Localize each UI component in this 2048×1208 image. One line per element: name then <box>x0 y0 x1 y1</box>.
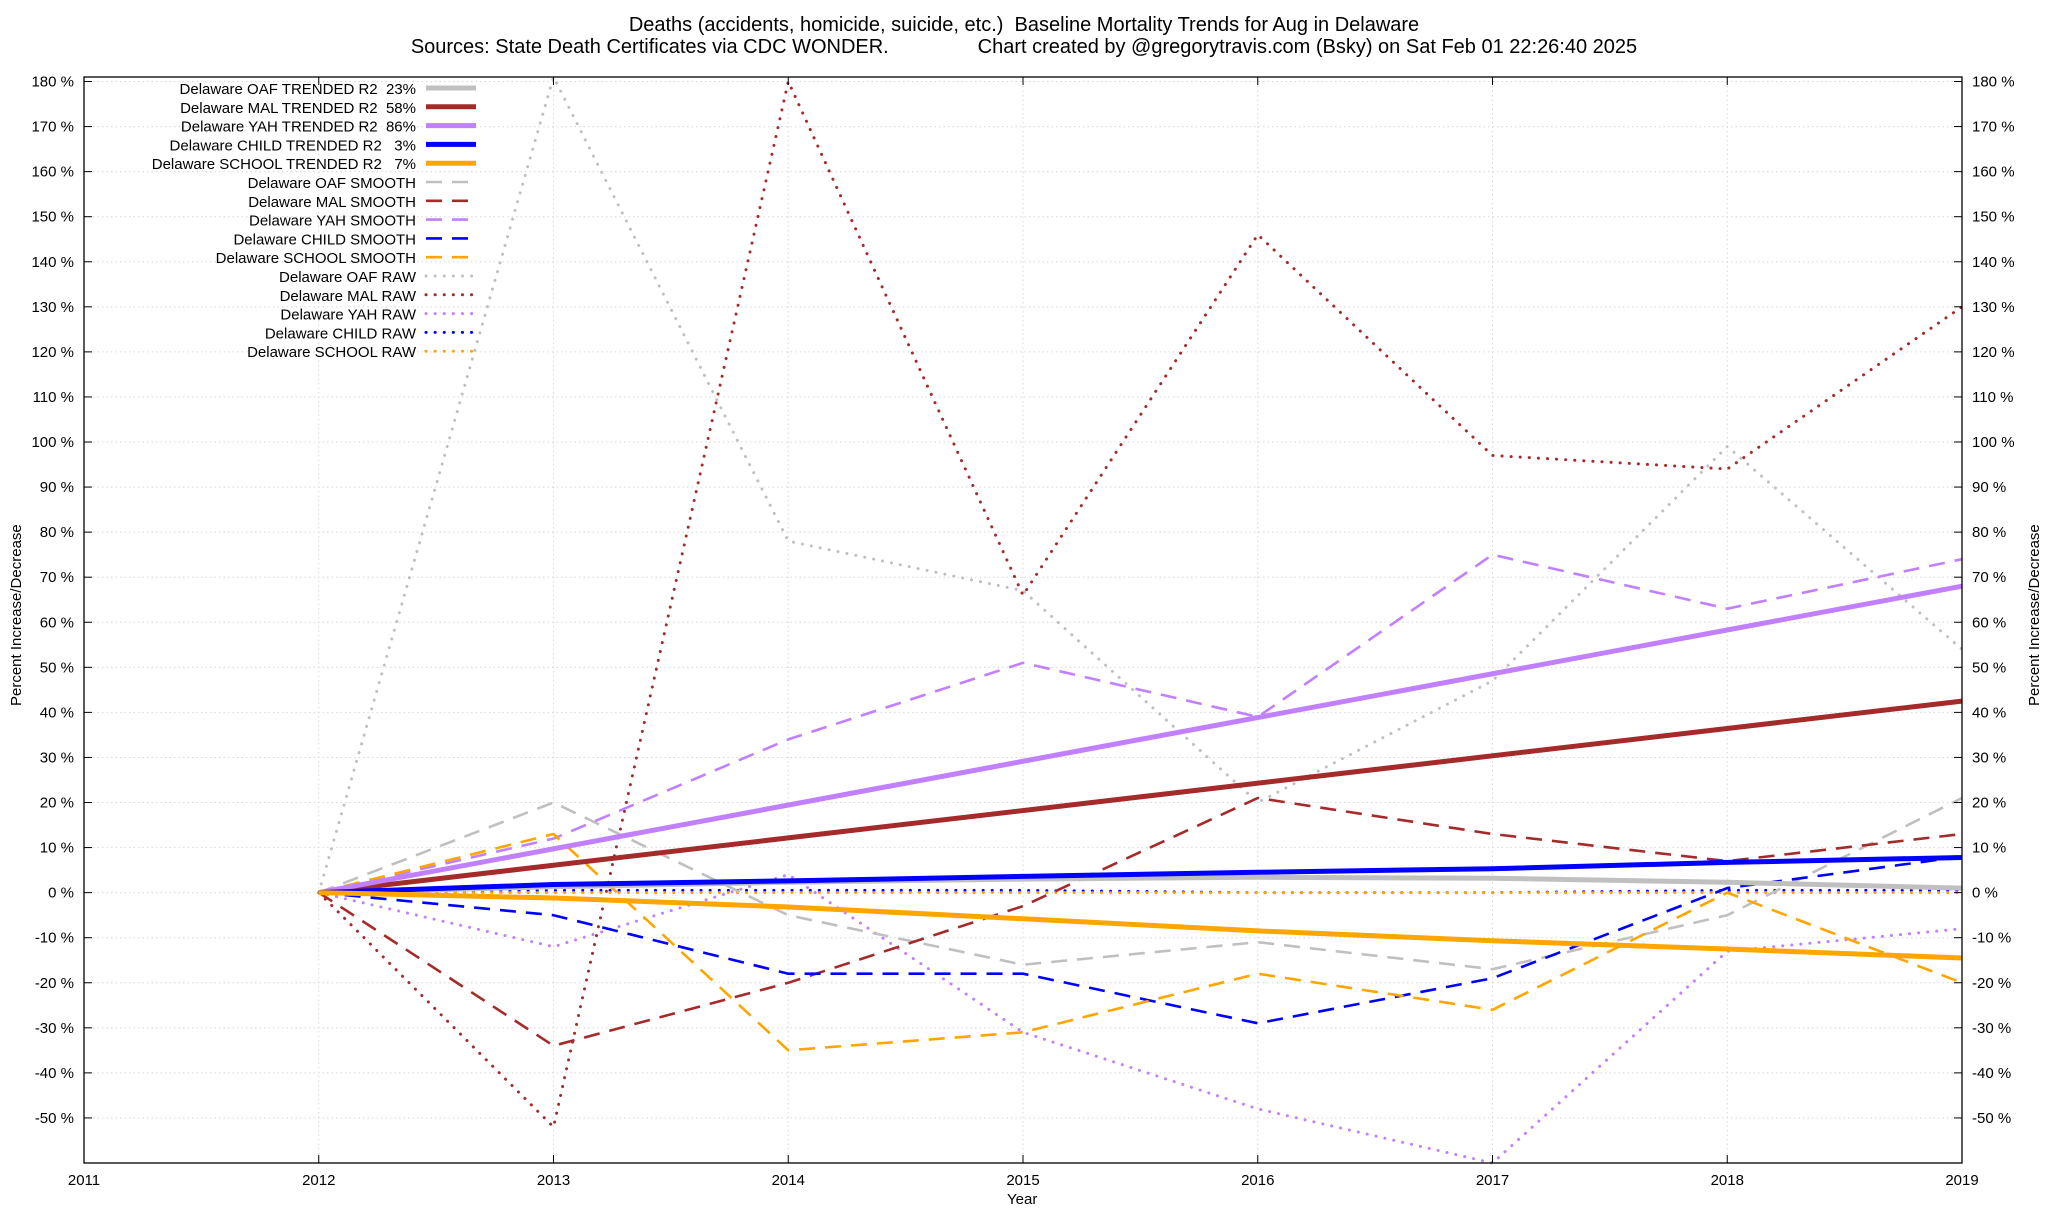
series-line-mal-raw <box>317 80 1964 1129</box>
x-tick-label: 2012 <box>302 1172 335 1189</box>
series-line-school-trended-r2-7 <box>318 890 1963 961</box>
y2-tick-label: 110 % <box>1972 389 2013 406</box>
series-line-yah-smooth <box>318 553 1963 894</box>
y2-tick-label: 130 % <box>1972 299 2015 316</box>
y2-tick-label: -20 % <box>1972 975 2011 992</box>
series-layer <box>317 75 1964 1165</box>
legend: Delaware OAF TRENDED R2 23% Delaware MAL … <box>152 81 478 361</box>
y-tick-label: 180 % <box>31 74 74 91</box>
series-line-school-smooth <box>318 832 1963 1052</box>
y-tick-label: 10 % <box>40 840 74 857</box>
series-line-child-trended-r2-3 <box>318 855 1963 896</box>
y-tick-label: 80 % <box>40 524 74 541</box>
y2-tick-label: 140 % <box>1972 254 2015 271</box>
y-tick-label: 50 % <box>40 659 74 676</box>
y2-tick-label: -10 % <box>1972 930 2011 947</box>
legend-label: Delaware MAL RAW <box>280 288 417 305</box>
series-line-child-smooth <box>318 855 1963 1025</box>
y-tick-label: 130 % <box>31 299 74 316</box>
series-line-oaf-raw <box>317 75 1964 895</box>
y2-tick-label: -30 % <box>1972 1020 2011 1037</box>
chart-title: Deaths (accidents, homicide, suicide, et… <box>628 14 1420 36</box>
y2-tick-label: 180 % <box>1972 74 2015 91</box>
y2-tick-label: 150 % <box>1972 209 2015 226</box>
y-tick-label: 170 % <box>31 119 74 136</box>
series-line-yah-raw <box>317 873 1964 1165</box>
y-tick-label: 150 % <box>31 209 74 226</box>
y2-tick-label: 0 % <box>1972 885 1998 902</box>
y-tick-label: -30 % <box>35 1020 74 1037</box>
x-tick-label: 2019 <box>1945 1172 1978 1189</box>
x-tick-label: 2017 <box>1476 1172 1509 1189</box>
y-tick-label: 70 % <box>40 569 74 586</box>
y2-tick-label: 90 % <box>1972 479 2006 496</box>
y2-tick-label: 60 % <box>1972 614 2006 631</box>
y2-tick-label: 40 % <box>1972 704 2006 721</box>
x-tick-label: 2011 <box>68 1172 100 1189</box>
y-tick-label: 140 % <box>31 254 74 271</box>
legend-label: Delaware CHILD TRENDED R2 3% <box>170 137 416 154</box>
y2-tick-label: 30 % <box>1972 749 2006 766</box>
y2-axis-title: Percent Increase/Decrease <box>2026 524 2043 706</box>
y-tick-label: 40 % <box>40 704 74 721</box>
series-line-mal-trended-r2-58 <box>318 698 1963 896</box>
series-line-yah-trended-r2-86 <box>318 583 1963 896</box>
x-tick-label: 2013 <box>537 1172 570 1189</box>
y-tick-label: 20 % <box>40 795 74 812</box>
y2-tick-label: 70 % <box>1972 569 2006 586</box>
y-tick-label: 60 % <box>40 614 74 631</box>
y2-tick-label: 20 % <box>1972 795 2006 812</box>
chart-subtitle: Sources: State Death Certificates via CD… <box>410 36 1638 58</box>
legend-label: Delaware SCHOOL SMOOTH <box>216 250 416 267</box>
y-axis-title: Percent Increase/Decrease <box>8 524 25 706</box>
y2-tick-label: 80 % <box>1972 524 2006 541</box>
y2-tick-label: 160 % <box>1972 164 2015 181</box>
y-tick-label: -20 % <box>35 975 74 992</box>
y-tick-label: 120 % <box>31 344 74 361</box>
y2-tick-label: 10 % <box>1972 840 2006 857</box>
y2-tick-label: 50 % <box>1972 659 2006 676</box>
legend-label: Delaware CHILD RAW <box>265 325 417 342</box>
y2-tick-label: -50 % <box>1972 1110 2011 1127</box>
x-tick-label: 2016 <box>1241 1172 1274 1189</box>
x-tick-label: 2018 <box>1711 1172 1744 1189</box>
y2-tick-label: -40 % <box>1972 1065 2011 1082</box>
legend-label: Delaware OAF RAW <box>279 269 417 286</box>
y-tick-label: 30 % <box>40 749 74 766</box>
y2-tick-label: 120 % <box>1972 344 2015 361</box>
legend-label: Delaware YAH RAW <box>280 307 416 324</box>
y2-tick-label: 170 % <box>1972 119 2015 136</box>
x-tick-label: 2015 <box>1006 1172 1039 1189</box>
legend-label: Delaware SCHOOL TRENDED R2 7% <box>152 156 416 173</box>
series-line-mal-smooth <box>318 796 1963 1048</box>
legend-label: Delaware YAH TRENDED R2 86% <box>181 119 416 136</box>
legend-label: Delaware OAF TRENDED R2 23% <box>180 81 416 98</box>
y-tick-label: 110 % <box>33 389 74 406</box>
y-tick-label: -10 % <box>35 930 74 947</box>
y-tick-label: -50 % <box>35 1110 74 1127</box>
ticks: -50 % -50 % -40 % -40 % -30 % -30 % -20 % -20 %… <box>31 74 2014 1189</box>
legend-label: Delaware YAH SMOOTH <box>249 213 416 230</box>
series-line-oaf-smooth <box>318 796 1963 971</box>
y2-tick-label: 100 % <box>1972 434 2015 451</box>
y-tick-label: -40 % <box>35 1065 74 1082</box>
legend-label: Delaware CHILD SMOOTH <box>233 231 416 248</box>
series-line-child-raw <box>317 888 1964 895</box>
legend-label: Delaware SCHOOL RAW <box>247 344 417 361</box>
legend-label: Delaware MAL SMOOTH <box>248 194 416 211</box>
y-tick-label: 100 % <box>31 434 74 451</box>
y-tick-label: 160 % <box>31 164 74 181</box>
legend-label: Delaware OAF SMOOTH <box>248 175 416 192</box>
y-tick-label: 90 % <box>40 479 74 496</box>
y-tick-label: 0 % <box>48 885 74 902</box>
x-tick-label: 2014 <box>772 1172 805 1189</box>
legend-label: Delaware MAL TRENDED R2 58% <box>180 100 416 117</box>
